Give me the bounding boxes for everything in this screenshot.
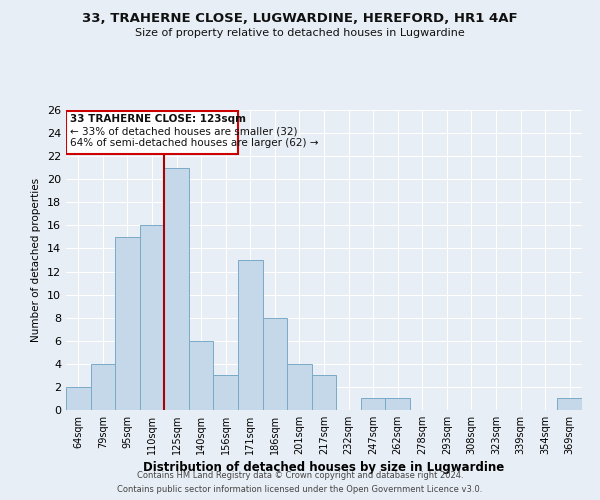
Bar — [287, 364, 312, 410]
Text: ← 33% of detached houses are smaller (32): ← 33% of detached houses are smaller (32… — [70, 126, 298, 136]
Bar — [312, 376, 336, 410]
Text: 33 TRAHERNE CLOSE: 123sqm: 33 TRAHERNE CLOSE: 123sqm — [70, 114, 246, 124]
Text: 64% of semi-detached houses are larger (62) →: 64% of semi-detached houses are larger (… — [70, 138, 319, 148]
Bar — [557, 398, 582, 410]
Bar — [385, 398, 410, 410]
Bar — [67, 111, 238, 154]
Text: Size of property relative to detached houses in Lugwardine: Size of property relative to detached ho… — [135, 28, 465, 38]
Text: Contains public sector information licensed under the Open Government Licence v3: Contains public sector information licen… — [118, 485, 482, 494]
Bar — [238, 260, 263, 410]
Bar — [214, 376, 238, 410]
Text: Contains HM Land Registry data © Crown copyright and database right 2024.: Contains HM Land Registry data © Crown c… — [137, 471, 463, 480]
Bar — [164, 168, 189, 410]
Bar — [115, 237, 140, 410]
Bar — [66, 387, 91, 410]
X-axis label: Distribution of detached houses by size in Lugwardine: Distribution of detached houses by size … — [143, 461, 505, 474]
Bar — [91, 364, 115, 410]
Bar — [189, 341, 214, 410]
Bar — [361, 398, 385, 410]
Bar — [140, 226, 164, 410]
Bar — [263, 318, 287, 410]
Text: 33, TRAHERNE CLOSE, LUGWARDINE, HEREFORD, HR1 4AF: 33, TRAHERNE CLOSE, LUGWARDINE, HEREFORD… — [82, 12, 518, 26]
Y-axis label: Number of detached properties: Number of detached properties — [31, 178, 41, 342]
